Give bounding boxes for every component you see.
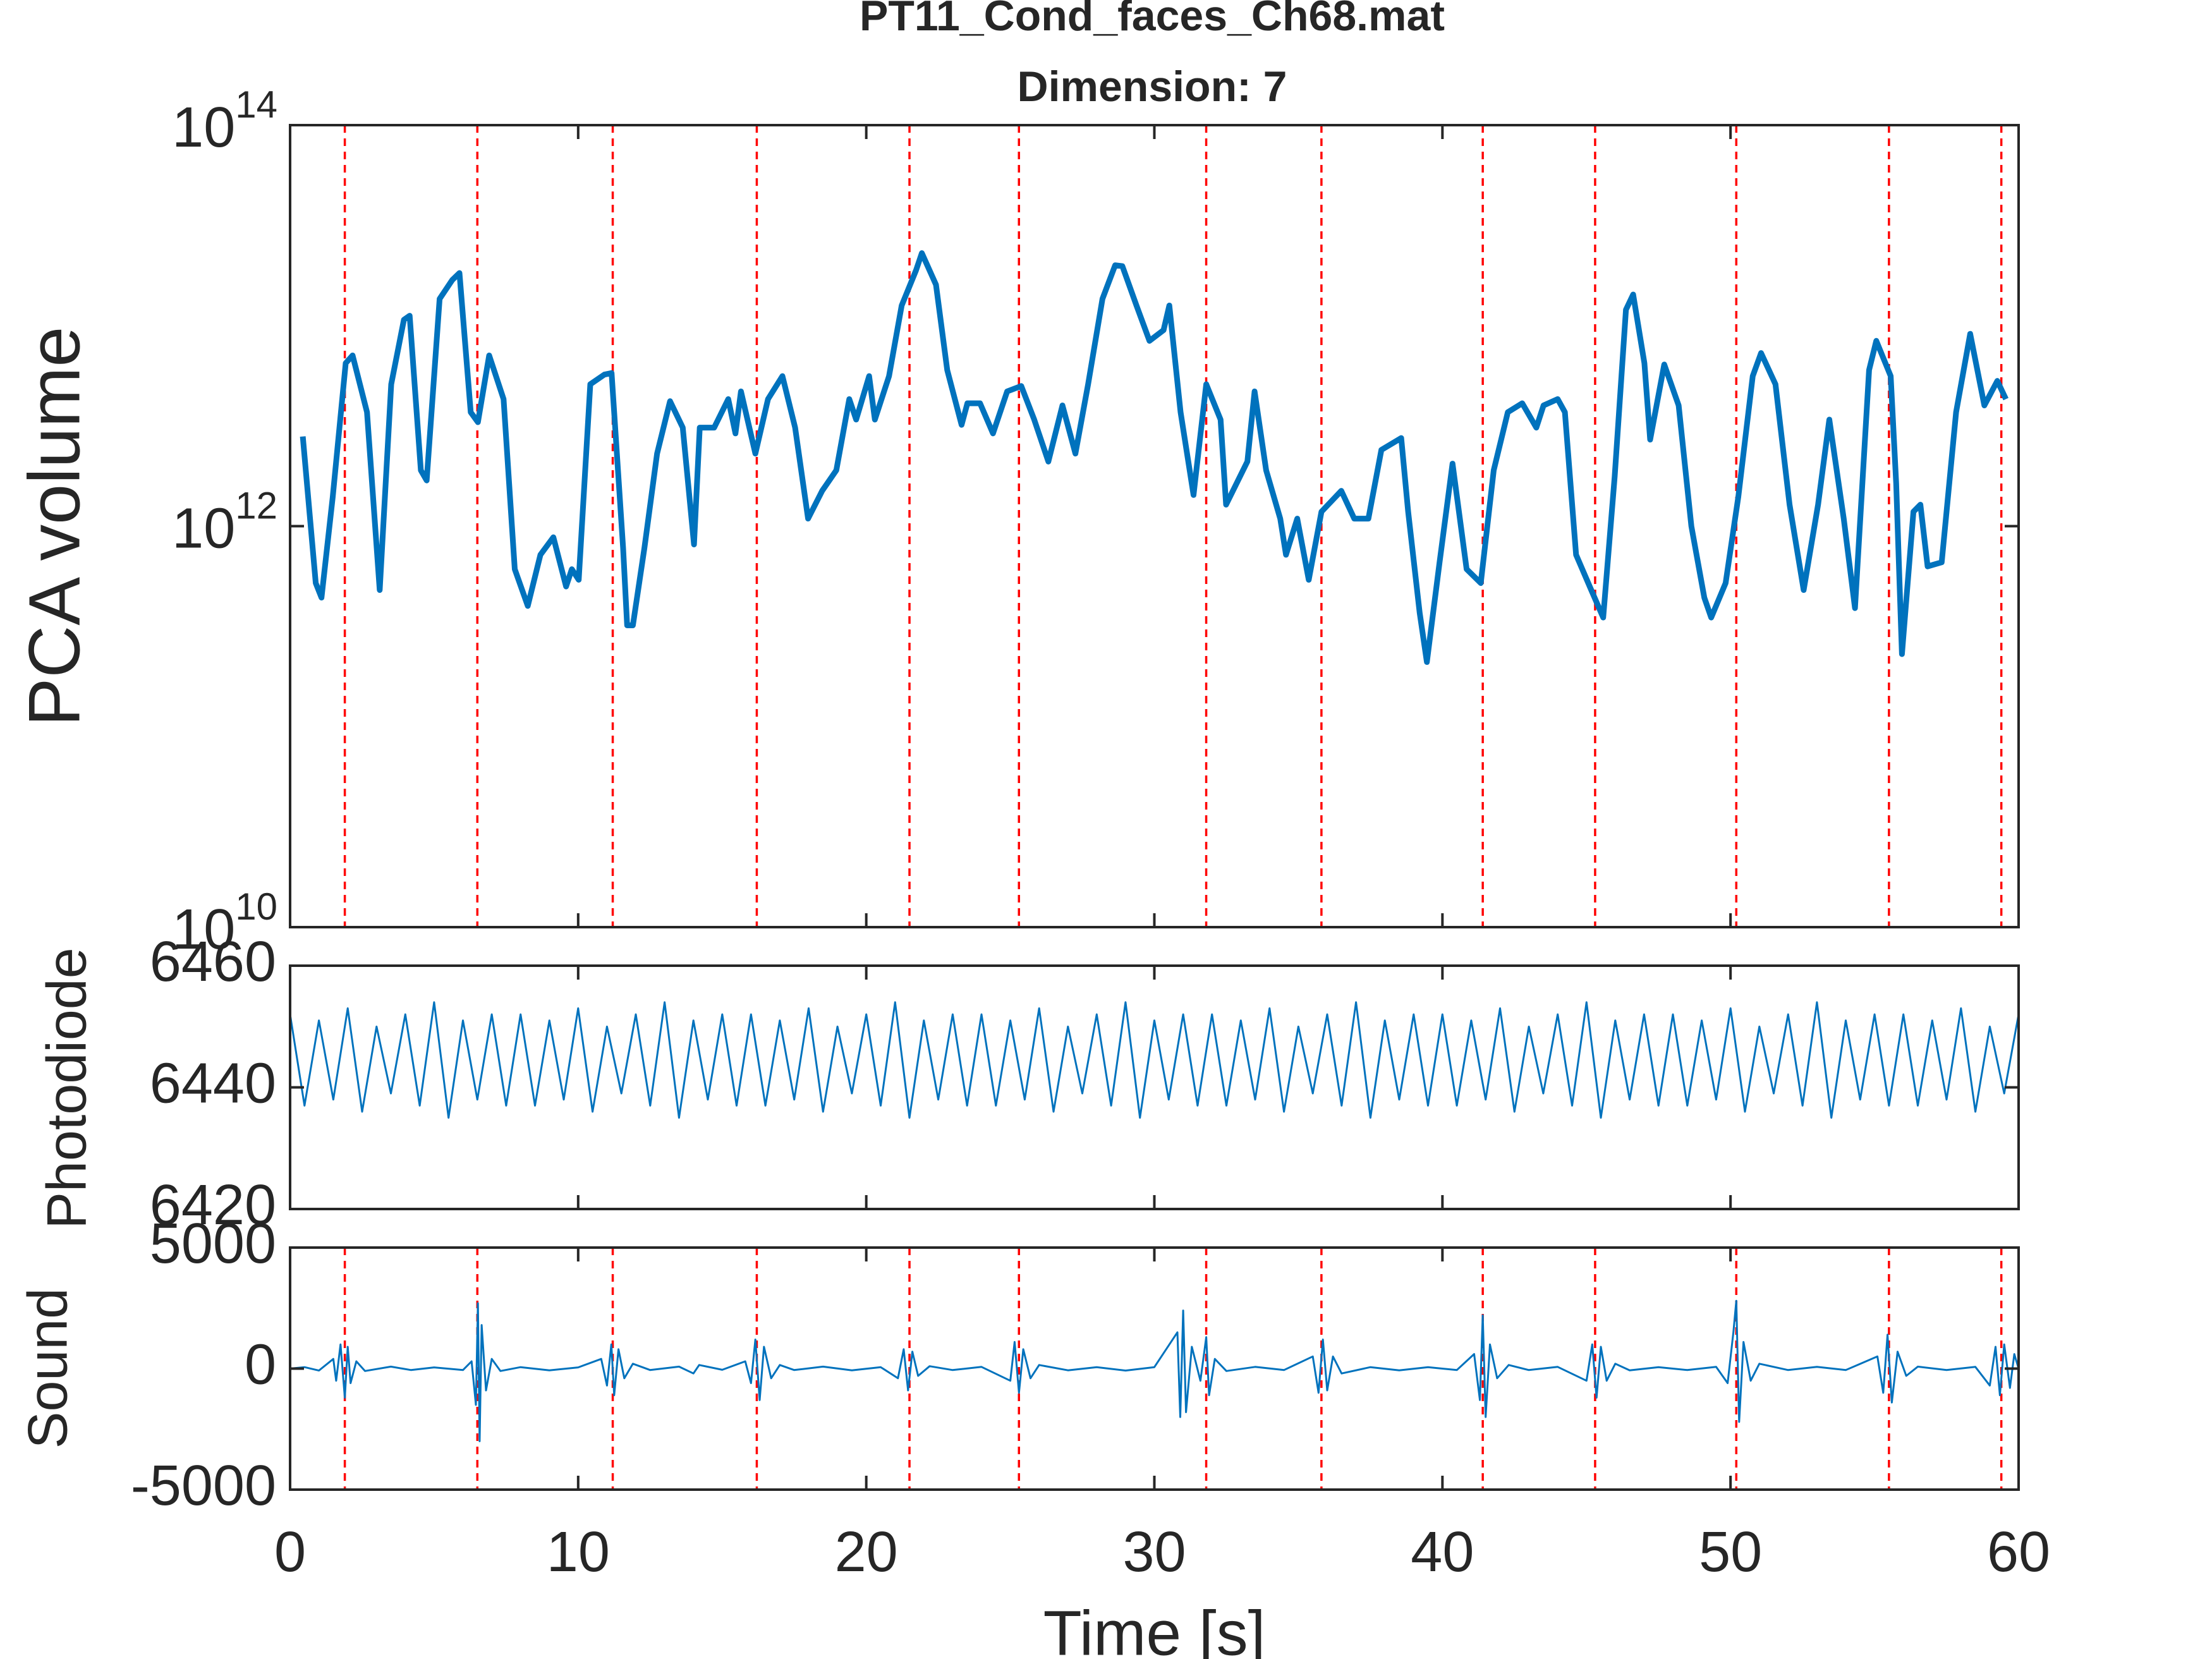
- y-tick-exponent: 12: [235, 484, 277, 526]
- x-tick-label: 20: [835, 1521, 898, 1584]
- y-tick-base: 10: [172, 497, 235, 560]
- x-tick-label: 50: [1699, 1521, 1762, 1584]
- y-tick-label: 0: [245, 1333, 276, 1396]
- y-tick-exponent: 14: [235, 83, 277, 126]
- data-line: [289, 1299, 2020, 1442]
- chart-title: PT11_Cond_faces_Ch68.mat: [860, 0, 1445, 40]
- x-tick-label: 40: [1411, 1521, 1474, 1584]
- y-tick-base: 10: [172, 898, 235, 961]
- x-tick-label: 60: [1987, 1521, 2050, 1584]
- plot-area: [290, 966, 2019, 1209]
- y-axis-label: Sound: [16, 1288, 78, 1449]
- y-axis-label: PCA volume: [14, 327, 95, 727]
- data-line: [289, 1001, 2020, 1119]
- y-tick-label: 6460: [150, 930, 276, 994]
- x-tick-label: 30: [1122, 1521, 1186, 1584]
- x-tick-label: 0: [274, 1521, 306, 1584]
- y-tick-label: 6420: [150, 1174, 276, 1237]
- data-line: [300, 250, 2008, 665]
- plot-area: [290, 1248, 2019, 1490]
- x-axis-label: Time [s]: [1043, 1598, 1266, 1659]
- y-tick-exponent: 10: [235, 885, 277, 928]
- y-tick-base: 10: [172, 96, 235, 159]
- y-tick-label: 5000: [150, 1212, 276, 1275]
- y-axis-label: Photodiode: [35, 947, 97, 1229]
- y-tick-label: -5000: [131, 1454, 276, 1517]
- y-tick-label: 1012: [172, 484, 277, 560]
- y-tick-label: 6440: [150, 1052, 276, 1115]
- y-tick-label: 1014: [172, 83, 277, 159]
- x-tick-label: 10: [547, 1521, 610, 1584]
- y-tick-label: 1010: [172, 885, 277, 961]
- plot-area: [290, 125, 2019, 927]
- chart-subtitle: Dimension: 7: [1018, 63, 1287, 111]
